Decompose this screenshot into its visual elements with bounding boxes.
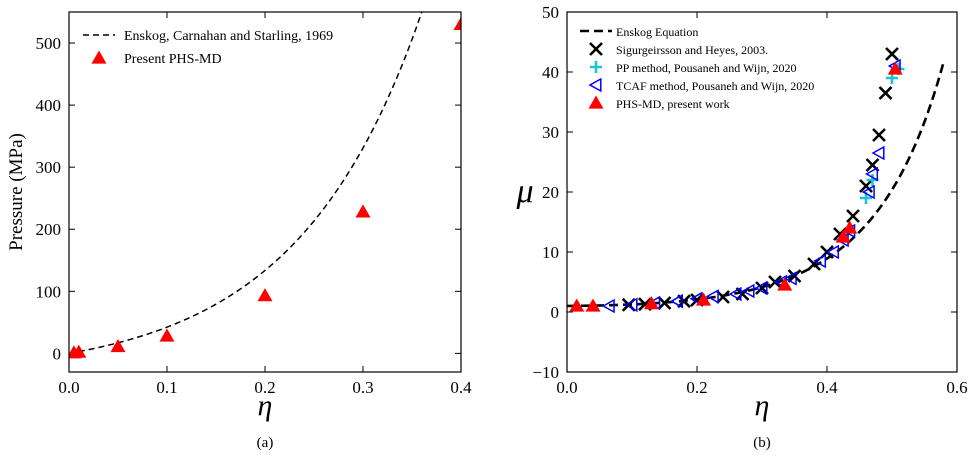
data-point xyxy=(861,184,875,200)
data-point xyxy=(728,286,742,302)
x-tick-label: 0.6 xyxy=(946,378,967,397)
legend-label: Present PHS-MD xyxy=(124,52,222,67)
data-point xyxy=(601,298,615,314)
data-point xyxy=(864,166,879,182)
y-tick-label: 200 xyxy=(36,220,62,239)
y-tick-label: 10 xyxy=(542,243,559,262)
x-tick-label: 0.3 xyxy=(352,378,373,397)
y-tick-label: 400 xyxy=(36,96,62,115)
panel-b-viscosity-chart: 0.0 0.2 0.4 0.6 −10 0 10 20 30 40 50 η μ (b) Enskog Eq… xyxy=(515,3,967,451)
data-point xyxy=(812,253,827,269)
legend-marker-glyph xyxy=(91,50,107,64)
data-point xyxy=(878,86,893,100)
plot-frame xyxy=(68,11,462,373)
data-point xyxy=(783,271,797,286)
y-tick-label: 500 xyxy=(36,34,62,53)
x-tick-label: 0.0 xyxy=(556,378,577,397)
legend-marker-glyph xyxy=(588,77,602,93)
legend-marker-glyph xyxy=(589,42,603,56)
data-point xyxy=(585,298,601,312)
x-tick-label: 0.1 xyxy=(156,378,177,397)
x-tick-label: 0.4 xyxy=(816,378,838,397)
y-tick-label: 40 xyxy=(542,63,559,82)
data-point xyxy=(887,61,903,75)
y-axis-title: μ xyxy=(515,173,533,210)
data-point xyxy=(716,290,730,304)
data-point xyxy=(859,179,873,193)
data-point xyxy=(657,296,672,310)
legend-marker-glyph xyxy=(588,95,604,109)
data-point xyxy=(669,293,684,309)
y-tick-label: 30 xyxy=(542,123,559,142)
data-point xyxy=(872,128,886,142)
legend-marker-glyph xyxy=(590,61,602,73)
plot-area xyxy=(69,12,461,359)
x-tick-label: 0.2 xyxy=(686,378,707,397)
data-point xyxy=(777,277,793,291)
data-point xyxy=(754,280,768,296)
legend-label: Enskog, Carnahan and Starling, 1969 xyxy=(124,29,333,44)
data-point xyxy=(569,298,585,312)
y-tick-label: −10 xyxy=(532,363,559,382)
panel-a-pressure-chart: 0.0 0.1 0.2 0.3 0.4 0 100 200 300 400 500 η Pressure… xyxy=(6,11,472,451)
data-point xyxy=(159,328,175,342)
y-tick-label: 300 xyxy=(36,158,62,177)
legend-label: Sigurgeirsson and Heyes, 2003. xyxy=(616,43,768,57)
series-line xyxy=(69,12,423,355)
data-point xyxy=(825,244,840,260)
legend-label: Enskog Equation xyxy=(616,25,698,39)
y-tick-label: 20 xyxy=(542,183,559,202)
plot-area xyxy=(567,47,946,314)
data-point xyxy=(705,289,719,304)
x-tick-label: 0.4 xyxy=(450,378,472,397)
data-point xyxy=(355,204,371,218)
data-point xyxy=(741,283,755,299)
data-point xyxy=(842,220,858,234)
x-axis-title: η xyxy=(258,389,273,422)
legend: Enskog, Carnahan and Starling, 1969 Prese… xyxy=(83,29,333,67)
plot-frame xyxy=(566,11,958,373)
x-tick-label: 0.2 xyxy=(254,378,275,397)
data-point xyxy=(871,145,885,161)
data-point xyxy=(71,344,87,358)
x-tick-label: 0.0 xyxy=(58,378,79,397)
data-point xyxy=(624,297,638,313)
data-point xyxy=(110,339,126,353)
data-point xyxy=(885,47,899,61)
legend: Enskog Equation Sigurgeirsson and Heyes, … xyxy=(580,25,814,111)
data-point xyxy=(807,257,821,271)
y-tick-label: 100 xyxy=(36,282,62,301)
data-point xyxy=(696,292,711,306)
panel-caption: (a) xyxy=(257,435,274,451)
y-tick-label: 50 xyxy=(542,3,559,22)
data-point xyxy=(787,269,802,283)
y-axis-title: Pressure (MPa) xyxy=(6,133,27,251)
x-axis-title: η xyxy=(755,389,770,422)
data-point xyxy=(257,288,273,302)
data-point xyxy=(846,209,860,223)
legend-label: PHS-MD, present work xyxy=(616,97,730,111)
data-point xyxy=(453,16,461,31)
legend-label: PP method, Pousaneh and Wijn, 2020 xyxy=(616,61,797,75)
panel-caption: (b) xyxy=(753,435,771,451)
data-point xyxy=(835,229,851,243)
legend-label: TCAF method, Pousaneh and Wijn, 2020 xyxy=(616,79,814,93)
y-tick-label: 0 xyxy=(551,303,560,322)
data-point xyxy=(644,296,659,310)
data-point xyxy=(755,281,769,295)
y-tick-label: 0 xyxy=(53,344,62,363)
